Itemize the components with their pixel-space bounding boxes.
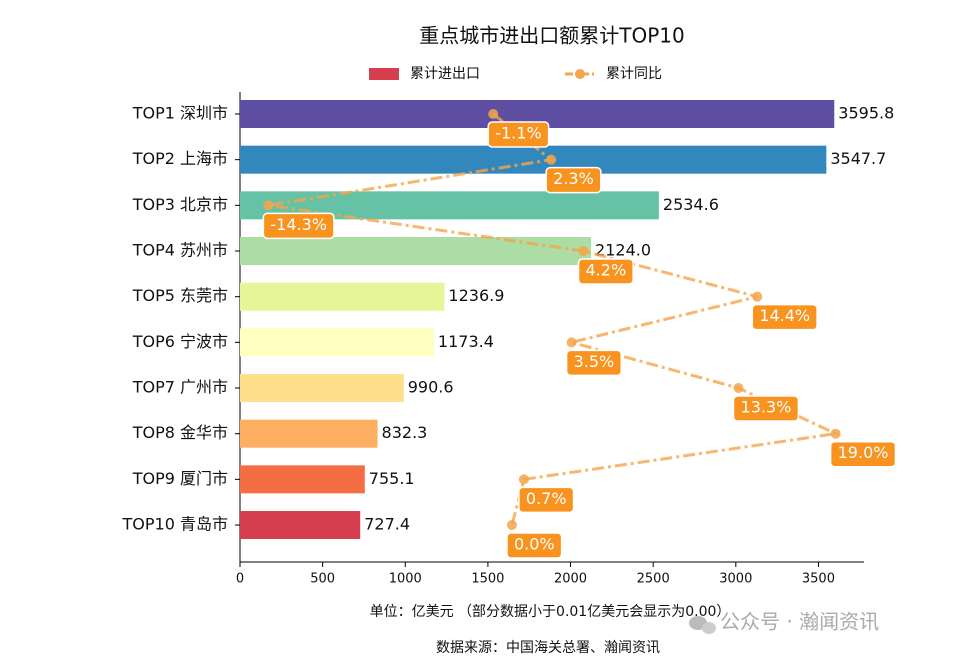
line [268, 112, 841, 526]
label-box [565, 349, 622, 377]
line-value-label: 0.7% [518, 486, 575, 514]
label-box [545, 166, 602, 194]
line-value-text: 14.4% [759, 306, 810, 325]
line-value-text: -14.3% [270, 215, 327, 234]
line-value-text: 2.3% [553, 169, 594, 188]
y-tick-label: TOP8 金华市 [132, 423, 228, 442]
line-value-label: 19.0% [829, 440, 897, 468]
line-marker [546, 154, 557, 165]
line-value-text: 19.0% [838, 443, 889, 462]
chart-title: 重点城市进出口额累计TOP10 [419, 24, 684, 48]
x-tick-label: 2000 [554, 572, 587, 587]
bar [240, 145, 827, 174]
bar-value-label: 727.4 [364, 515, 410, 534]
x-tick-label: 0 [236, 572, 244, 587]
line-marker [578, 246, 589, 257]
line-marker [506, 520, 517, 531]
line-value-label: 3.5% [565, 349, 622, 377]
source-note: 数据来源：中国海关总署、瀚闻资讯 [436, 640, 660, 656]
line-value-text: -1.1% [495, 124, 541, 143]
bar-value-label: 3547.7 [830, 149, 886, 168]
line-value-label: -1.1% [487, 121, 550, 148]
y-tick-label: TOP9 厦门市 [132, 469, 228, 488]
watermark: 公众号 · 瀚闻资讯 [720, 610, 879, 634]
line-marker [752, 291, 763, 302]
y-tick-label: TOP3 北京市 [132, 195, 228, 214]
watermark-icon [689, 616, 716, 634]
label-box [751, 303, 818, 331]
bar [240, 374, 404, 403]
line-marker [566, 337, 577, 348]
line-value-text: 4.2% [586, 261, 627, 280]
label-box [487, 121, 550, 148]
bar-value-label: 755.1 [369, 469, 415, 488]
y-tick-label: TOP4 苏州市 [132, 241, 228, 260]
line-value-label: 13.3% [732, 395, 800, 422]
bar-value-label: 990.6 [408, 378, 454, 397]
x-tick-label: 500 [310, 572, 335, 587]
bar [240, 511, 361, 540]
y-tick-label: TOP5 东莞市 [132, 286, 228, 305]
bar-value-label: 2124.0 [595, 241, 651, 260]
label-box [829, 440, 897, 468]
x-axis-label: 单位：亿美元 （部分数据小于0.01亿美元会显示为0.00） [370, 604, 731, 620]
line-value-text: 0.7% [526, 489, 567, 508]
line-marker [518, 474, 529, 485]
legend-label: 累计同比 [606, 66, 662, 82]
bar [240, 465, 365, 494]
bar-value-label: 2534.6 [663, 195, 719, 214]
line-marker [263, 200, 274, 211]
label-box [518, 486, 575, 514]
x-tick-label: 1500 [471, 572, 504, 587]
y-tick-label: TOP2 上海市 [132, 149, 228, 168]
y-tick-label: TOP6 宁波市 [132, 332, 228, 351]
label-box [577, 258, 634, 285]
x-tick-label: 3000 [719, 572, 752, 587]
line-marker [830, 428, 841, 439]
bar-value-label: 1236.9 [448, 286, 504, 305]
line-value-text: 0.0% [514, 535, 555, 554]
bar [240, 282, 445, 311]
line-value-label: 4.2% [577, 258, 634, 285]
bar-value-label: 1173.4 [438, 332, 494, 351]
line-marker [488, 109, 499, 119]
label-box [506, 532, 563, 559]
bar [240, 237, 592, 266]
line-value-label: -14.3% [262, 212, 335, 240]
line-value-text: 13.3% [741, 398, 792, 417]
y-tick-label: TOP1 深圳市 [132, 104, 228, 123]
label-box [732, 395, 800, 422]
y-tick-label: TOP10 青岛市 [122, 515, 228, 534]
x-tick-label: 1000 [389, 572, 422, 587]
x-tick-label: 3500 [802, 572, 835, 587]
bar-value-label: 832.3 [382, 423, 428, 442]
line-value-label: 0.0% [506, 532, 563, 559]
legend-marker [575, 69, 585, 79]
bar [240, 328, 434, 357]
line-marker [733, 383, 744, 394]
x-tick-label: 2500 [637, 572, 670, 587]
line-value-label: 2.3% [545, 166, 602, 194]
y-tick-label: TOP7 广州市 [132, 378, 228, 397]
label-box [262, 212, 335, 240]
line-value-label: 14.4% [751, 303, 818, 331]
legend-swatch [369, 68, 399, 80]
bar-value-label: 3595.8 [838, 104, 894, 123]
line-value-text: 3.5% [574, 352, 615, 371]
legend-label: 累计进出口 [410, 66, 480, 82]
bar [240, 419, 378, 448]
